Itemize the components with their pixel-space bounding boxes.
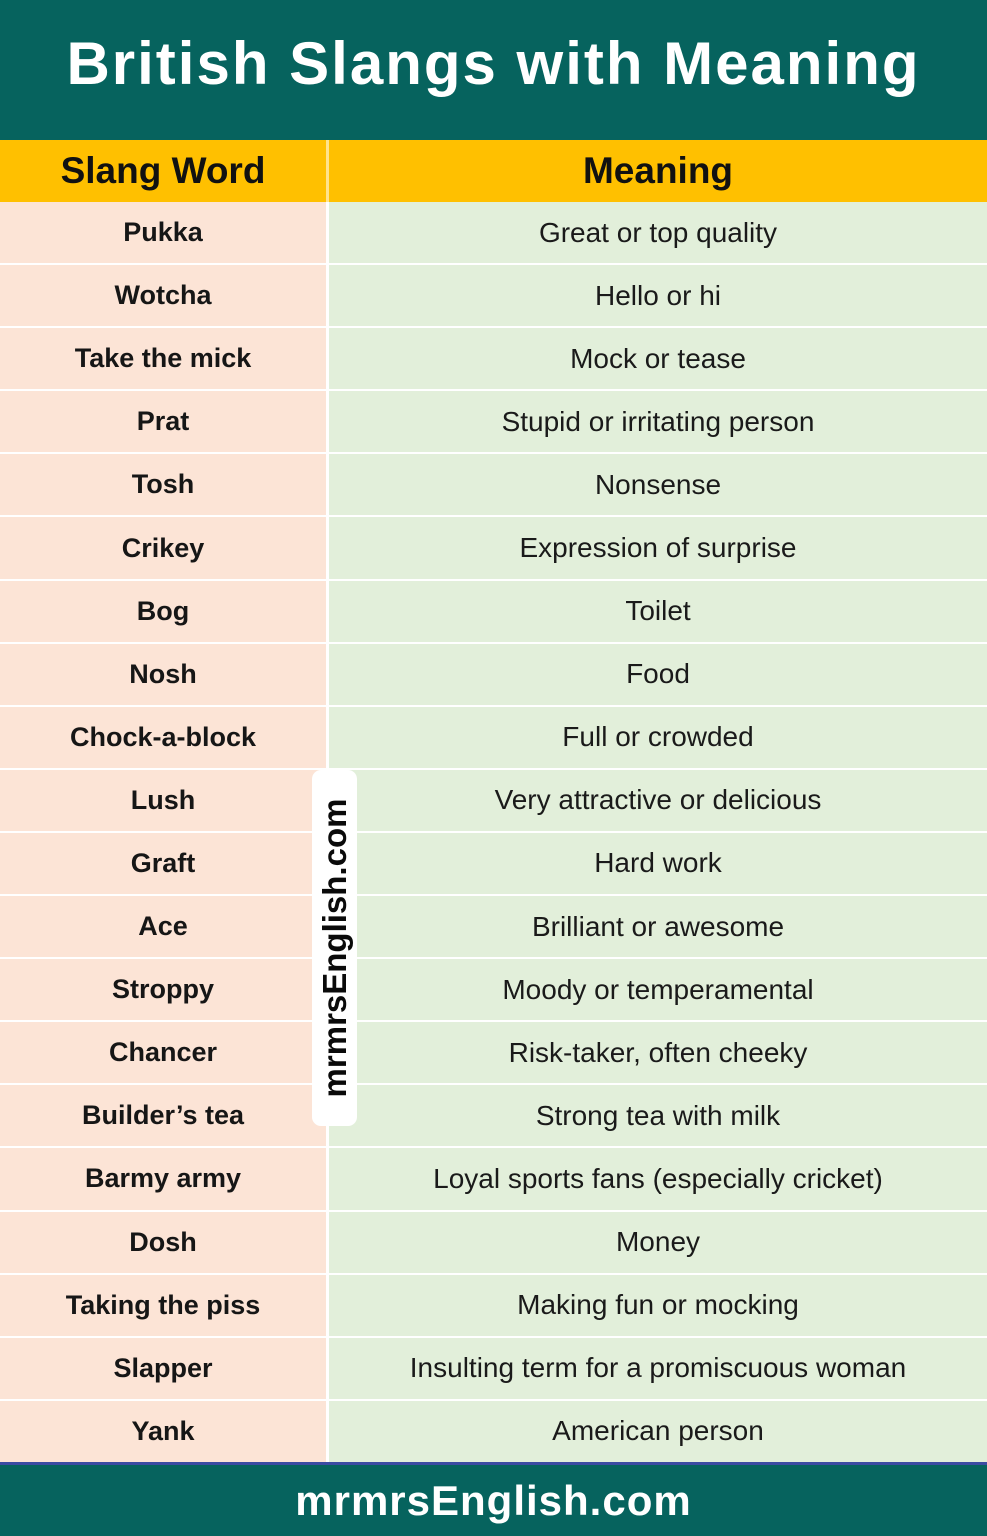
slang-word-cell: Pukka — [0, 202, 329, 264]
table-row: Taking the piss Making fun or mocking — [0, 1274, 987, 1338]
meaning-cell: Making fun or mocking — [329, 1274, 987, 1336]
meaning-cell: Toilet — [329, 580, 987, 642]
meaning-cell: Hard work — [329, 832, 987, 895]
slang-table: Slang Word Meaning Pukka Great or top qu… — [0, 140, 987, 1462]
slang-word-cell: Taking the piss — [0, 1274, 329, 1336]
table-row: Builder’s tea Strong tea with milk — [0, 1085, 987, 1149]
table-row: Wotcha Hello or hi — [0, 265, 987, 329]
meaning-cell: Great or top quality — [329, 202, 987, 264]
column-header-meaning: Meaning — [582, 150, 734, 191]
table-row: Dosh Money — [0, 1211, 987, 1275]
table-row: Crikey Expression of surprise — [0, 517, 987, 581]
meaning-cell: Risk-taker, often cheeky — [329, 1022, 987, 1084]
table-header-row: Slang Word Meaning — [0, 140, 987, 202]
slang-word-cell: Wotcha — [0, 265, 329, 327]
meaning-cell: American person — [329, 1400, 987, 1462]
table-row: Tosh Nonsense — [0, 454, 987, 518]
slang-word-cell: Lush — [0, 769, 329, 831]
table-row: Lush Very attractive or delicious — [0, 769, 987, 833]
footer-site-text: mrmrsEnglish.com — [295, 1476, 692, 1524]
table-row: Nosh Food — [0, 643, 987, 707]
meaning-cell: Moody or temperamental — [329, 959, 987, 1021]
meaning-cell: Food — [329, 643, 987, 705]
slang-word-cell: Slapper — [0, 1337, 329, 1399]
table-row: Bog Toilet — [0, 580, 987, 644]
watermark-text: mrmrsEnglish.com — [315, 798, 353, 1098]
slang-word-cell: Chancer — [0, 1022, 329, 1084]
page-title: British Slangs with Meaning — [66, 29, 921, 97]
table-row: Pukka Great or top quality — [0, 202, 987, 266]
meaning-cell: Insulting term for a promiscuous woman — [329, 1337, 987, 1399]
slang-word-cell: Yank — [0, 1400, 329, 1462]
meaning-cell: Very attractive or delicious — [329, 769, 987, 831]
column-header-slang-word: Slang Word — [0, 140, 329, 202]
meaning-cell: Hello or hi — [329, 265, 987, 327]
footer-band: mrmrsEnglish.com — [0, 1462, 987, 1536]
slang-word-cell: Graft — [0, 832, 329, 895]
slang-word-cell: Tosh — [0, 454, 329, 516]
table-row: Take the mick Mock or tease — [0, 328, 987, 392]
table-row: Yank American person — [0, 1400, 987, 1462]
table-row: Slapper Insulting term for a promiscuous… — [0, 1337, 987, 1401]
meaning-cell: Full or crowded — [329, 706, 987, 768]
meaning-cell: Stupid or irritating person — [329, 391, 987, 453]
meaning-cell: Money — [329, 1211, 987, 1273]
slang-word-cell: Barmy army — [0, 1148, 329, 1210]
slang-word-cell: Ace — [0, 896, 329, 958]
title-band: British Slangs with Meaning — [0, 0, 987, 140]
slang-word-cell: Nosh — [0, 643, 329, 705]
slang-word-cell: Crikey — [0, 517, 329, 579]
slang-word-cell: Chock-a-block — [0, 706, 329, 768]
slang-word-cell: Take the mick — [0, 328, 329, 390]
table-body: Pukka Great or top quality Wotcha Hello … — [0, 202, 987, 1462]
table-row: Prat Stupid or irritating person — [0, 391, 987, 455]
table-row: Stroppy Moody or temperamental — [0, 959, 987, 1023]
table-row: Chock-a-block Full or crowded — [0, 706, 987, 770]
meaning-cell: Nonsense — [329, 454, 987, 516]
slang-word-cell: Stroppy — [0, 959, 329, 1021]
meaning-cell: Loyal sports fans (especially cricket) — [329, 1148, 987, 1210]
table-row: Barmy army Loyal sports fans (especially… — [0, 1148, 987, 1212]
meaning-cell: Brilliant or awesome — [329, 896, 987, 958]
meaning-cell: Mock or tease — [329, 328, 987, 390]
table-row: Chancer Risk-taker, often cheeky — [0, 1022, 987, 1086]
slang-word-cell: Builder’s tea — [0, 1085, 329, 1147]
meaning-cell: Strong tea with milk — [329, 1085, 987, 1147]
slang-word-cell: Prat — [0, 391, 329, 453]
table-row: Ace Brilliant or awesome — [0, 896, 987, 960]
watermark-badge: mrmrsEnglish.com — [312, 770, 357, 1126]
meaning-cell: Expression of surprise — [329, 517, 987, 579]
slang-word-cell: Dosh — [0, 1211, 329, 1273]
slang-word-cell: Bog — [0, 580, 329, 642]
table-row: Graft Hard work — [0, 832, 987, 897]
